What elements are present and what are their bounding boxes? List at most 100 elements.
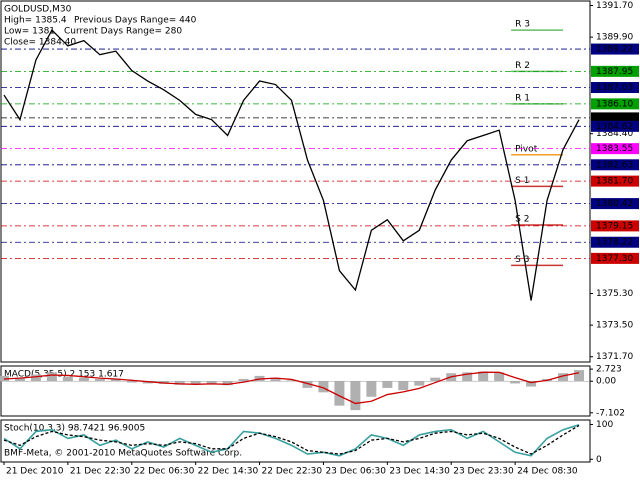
stoch-frame bbox=[0, 419, 591, 463]
price-tag-bg bbox=[591, 252, 639, 264]
histogram-bar bbox=[286, 380, 297, 382]
histogram-bar bbox=[462, 372, 473, 382]
histogram-bar bbox=[94, 379, 105, 382]
histogram-bar bbox=[126, 381, 137, 383]
macd-frame bbox=[0, 365, 591, 417]
histogram-bar bbox=[302, 381, 313, 388]
pivot-label: R 1 bbox=[515, 93, 530, 103]
price-tag-bg bbox=[591, 143, 639, 155]
histogram-bar bbox=[334, 381, 345, 406]
y-tick-label: 0.00 bbox=[596, 377, 616, 387]
price-tag-bg bbox=[591, 236, 639, 248]
pivot-label: S 2 bbox=[515, 215, 529, 225]
price-tag-bg bbox=[591, 220, 639, 232]
annotation: High= 1385.4 bbox=[4, 16, 67, 26]
y-tick-label: 1371.70 bbox=[596, 352, 633, 362]
y-tick-label: 1391.70 bbox=[596, 1, 633, 11]
price-tag-bg bbox=[591, 43, 639, 55]
signal-line bbox=[3, 371, 580, 405]
price-tag: 1384.82 bbox=[596, 122, 633, 132]
y-tick-label: 1373.50 bbox=[596, 321, 633, 331]
price-tag: 1381.70 bbox=[596, 177, 633, 187]
histogram-bar bbox=[222, 381, 233, 386]
stoch-title: Stoch(10,3,3) 98.7421 96.9005 bbox=[4, 424, 145, 434]
annotation: Close= 1384.40 bbox=[4, 38, 76, 48]
annotation: Low= 1381 bbox=[4, 27, 55, 37]
pivot-label: R 2 bbox=[515, 61, 530, 71]
histogram-bar bbox=[494, 372, 505, 382]
price-tag: 1377.30 bbox=[596, 254, 633, 264]
histogram-bar bbox=[430, 377, 441, 382]
price-tag: 1378.22 bbox=[596, 238, 633, 248]
price-tag: 1386.10 bbox=[596, 99, 633, 109]
x-tick-label: 22 Dec 22:30 bbox=[262, 467, 323, 477]
price-tag-bg bbox=[591, 159, 639, 171]
annotation: Current Days Range= 280 bbox=[64, 27, 182, 37]
x-tick-label: 22 Dec 14:30 bbox=[198, 467, 259, 477]
price-tag-bg bbox=[591, 65, 639, 77]
histogram-bar bbox=[478, 371, 489, 382]
histogram-bar bbox=[558, 373, 569, 382]
price-tag-bg bbox=[591, 82, 639, 94]
x-tick-label: 21 Dec 22:30 bbox=[70, 467, 131, 477]
x-tick-label: 23 Dec 14:30 bbox=[389, 467, 450, 477]
price-tag: 1383.55 bbox=[596, 144, 633, 154]
pivot-label: R 3 bbox=[515, 20, 530, 30]
histogram-bar bbox=[174, 381, 185, 385]
y-tick-label: 1384.40 bbox=[596, 129, 633, 139]
pivot-label: Pivot bbox=[515, 144, 538, 154]
histogram-bar bbox=[270, 377, 281, 382]
y-tick-label: 2.723 bbox=[596, 365, 622, 375]
x-tick-label: 23 Dec 23:30 bbox=[453, 467, 514, 477]
price-tag-bg bbox=[591, 120, 639, 132]
price-tag: 1387.03 bbox=[596, 83, 633, 93]
histogram-bar bbox=[366, 381, 377, 397]
histogram-bar bbox=[318, 381, 329, 393]
price-tag-bg bbox=[591, 198, 639, 210]
y-tick-label: 1389.90 bbox=[596, 33, 633, 43]
histogram-bar bbox=[190, 381, 201, 385]
price-tag: 1379.15 bbox=[596, 221, 633, 231]
macd-title: MACD(5,35,5) 2.153 1.617 bbox=[4, 370, 124, 380]
y-tick-label: 0 bbox=[596, 455, 602, 465]
histogram-bar bbox=[142, 381, 153, 384]
x-tick-label: 22 Dec 06:30 bbox=[134, 467, 195, 477]
histogram-bar bbox=[62, 376, 73, 382]
chart-title: GOLDUSD,M30 bbox=[4, 5, 72, 15]
histogram-bar bbox=[414, 381, 425, 386]
histogram-bar bbox=[382, 381, 393, 388]
x-tick-label: 21 Dec 2010 bbox=[6, 467, 64, 477]
price-tag: 1385.30 bbox=[596, 113, 633, 123]
histogram-bar bbox=[30, 374, 41, 382]
stoch-main bbox=[3, 424, 580, 457]
histogram-bar bbox=[14, 377, 25, 382]
histogram-bar bbox=[110, 378, 121, 382]
price-line-series bbox=[3, 29, 580, 301]
histogram-bar bbox=[206, 381, 217, 384]
price-tag-bg bbox=[591, 175, 639, 187]
price-tag-bg bbox=[591, 98, 639, 110]
histogram-bar bbox=[526, 381, 537, 387]
y-tick-label: 1375.30 bbox=[596, 289, 633, 299]
histogram-bar bbox=[78, 377, 89, 382]
y-tick-label: 100 bbox=[596, 420, 613, 430]
footer: BMF-Meta, © 2001-2010 MetaQuotes Softwar… bbox=[4, 449, 242, 459]
annotation: Previous Days Range= 440 bbox=[74, 16, 197, 26]
price-tag: 1382.63 bbox=[596, 160, 633, 170]
y-tick-label: -7.102 bbox=[596, 408, 625, 418]
x-tick-label: 23 Dec 06:30 bbox=[325, 467, 386, 477]
pivot-label: S 3 bbox=[515, 255, 529, 265]
price-tag: 1380.42 bbox=[596, 199, 633, 209]
histogram-bar bbox=[238, 379, 249, 382]
x-tick-label: 24 Dec 08:30 bbox=[517, 467, 578, 477]
histogram-bar bbox=[574, 370, 585, 382]
price-tag-bg bbox=[591, 112, 639, 124]
stoch-signal bbox=[3, 424, 580, 455]
price-tag: 1387.95 bbox=[596, 67, 633, 77]
histogram-bar bbox=[350, 381, 361, 411]
price-tag: 1389.22 bbox=[596, 45, 633, 55]
histogram-bar bbox=[46, 372, 57, 382]
histogram-bar bbox=[510, 381, 521, 384]
